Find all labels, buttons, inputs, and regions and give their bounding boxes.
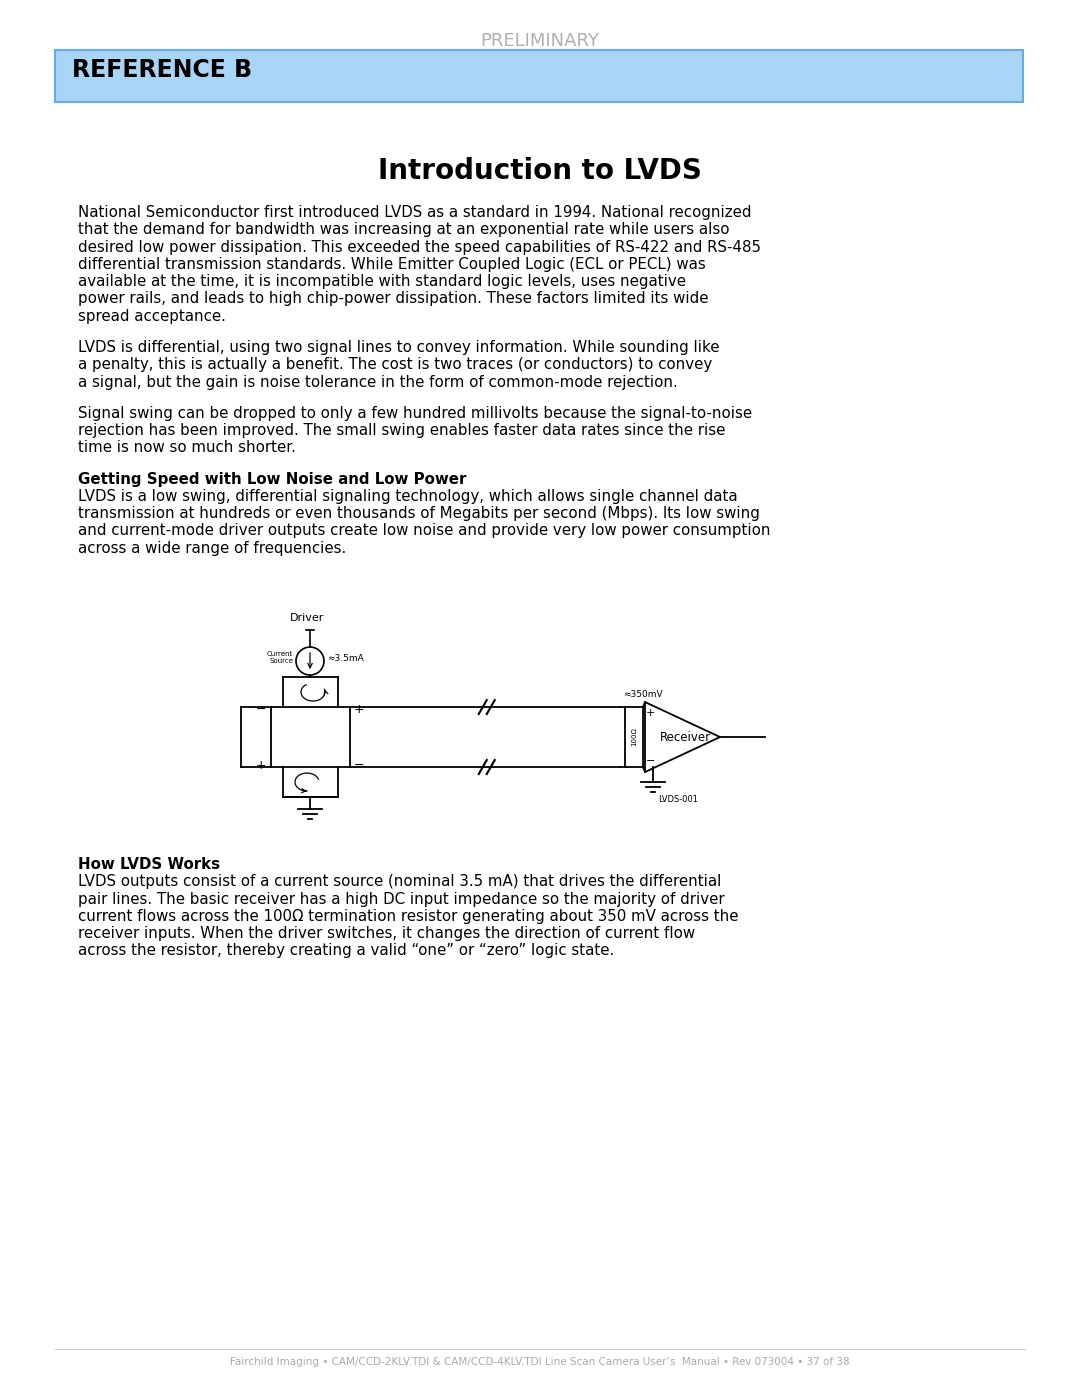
Text: LVDS is a low swing, differential signaling technology, which allows single chan: LVDS is a low swing, differential signal… xyxy=(78,489,738,504)
Text: +: + xyxy=(256,759,267,771)
Text: transmission at hundreds or even thousands of Megabits per second (Mbps). Its lo: transmission at hundreds or even thousan… xyxy=(78,506,760,521)
Text: a signal, but the gain is noise tolerance in the form of common-mode rejection.: a signal, but the gain is noise toleranc… xyxy=(78,374,678,390)
Text: −: − xyxy=(646,756,656,766)
Text: 100Ω: 100Ω xyxy=(631,728,637,746)
Text: Fairchild Imaging • CAM/CCD-2KLV.TDI & CAM/CCD-4KLV.TDI Line Scan Camera User’s : Fairchild Imaging • CAM/CCD-2KLV.TDI & C… xyxy=(230,1356,850,1368)
Text: LVDS outputs consist of a current source (nominal 3.5 mA) that drives the differ: LVDS outputs consist of a current source… xyxy=(78,875,721,890)
FancyBboxPatch shape xyxy=(55,50,1023,102)
Text: Getting Speed with Low Noise and Low Power: Getting Speed with Low Noise and Low Pow… xyxy=(78,472,467,486)
Text: +: + xyxy=(646,708,656,718)
Circle shape xyxy=(296,647,324,675)
Text: across the resistor, thereby creating a valid “one” or “zero” logic state.: across the resistor, thereby creating a … xyxy=(78,943,615,958)
Text: across a wide range of frequencies.: across a wide range of frequencies. xyxy=(78,541,347,556)
Text: available at the time, it is incompatible with standard logic levels, uses negat: available at the time, it is incompatibl… xyxy=(78,274,686,289)
Text: −: − xyxy=(353,759,364,771)
Text: rejection has been improved. The small swing enables faster data rates since the: rejection has been improved. The small s… xyxy=(78,423,726,439)
Text: Driver: Driver xyxy=(291,613,324,623)
Text: National Semiconductor first introduced LVDS as a standard in 1994. National rec: National Semiconductor first introduced … xyxy=(78,205,752,219)
Text: REFERENCE B: REFERENCE B xyxy=(72,59,252,82)
Text: differential transmission standards. While Emitter Coupled Logic (ECL or PECL) w: differential transmission standards. Whi… xyxy=(78,257,705,272)
Text: current flows across the 100Ω termination resistor generating about 350 mV acros: current flows across the 100Ω terminatio… xyxy=(78,909,739,923)
Text: Receiver: Receiver xyxy=(660,731,711,743)
Text: +: + xyxy=(353,703,364,715)
Text: How LVDS Works: How LVDS Works xyxy=(78,856,220,872)
Text: receiver inputs. When the driver switches, it changes the direction of current f: receiver inputs. When the driver switche… xyxy=(78,926,696,942)
Text: spread acceptance.: spread acceptance. xyxy=(78,309,226,324)
Text: LVDS-001: LVDS-001 xyxy=(658,795,698,805)
Text: and current-mode driver outputs create low noise and provide very low power cons: and current-mode driver outputs create l… xyxy=(78,524,770,538)
Text: pair lines. The basic receiver has a high DC input impedance so the majority of : pair lines. The basic receiver has a hig… xyxy=(78,891,725,907)
Text: Signal swing can be dropped to only a few hundred millivolts because the signal-: Signal swing can be dropped to only a fe… xyxy=(78,405,752,420)
Text: desired low power dissipation. This exceeded the speed capabilities of RS-422 an: desired low power dissipation. This exce… xyxy=(78,239,761,254)
Text: LVDS is differential, using two signal lines to convey information. While soundi: LVDS is differential, using two signal l… xyxy=(78,339,719,355)
Text: ≈350mV: ≈350mV xyxy=(623,690,663,698)
Text: PRELIMINARY: PRELIMINARY xyxy=(481,32,599,50)
Text: a penalty, this is actually a benefit. The cost is two traces (or conductors) to: a penalty, this is actually a benefit. T… xyxy=(78,358,712,372)
Text: ≈3.5mA: ≈3.5mA xyxy=(327,654,364,662)
Text: time is now so much shorter.: time is now so much shorter. xyxy=(78,440,296,455)
Text: Current
Source: Current Source xyxy=(267,651,293,664)
Text: power rails, and leads to high chip-power dissipation. These factors limited its: power rails, and leads to high chip-powe… xyxy=(78,292,708,306)
Text: that the demand for bandwidth was increasing at an exponential rate while users : that the demand for bandwidth was increa… xyxy=(78,222,729,237)
Text: Introduction to LVDS: Introduction to LVDS xyxy=(378,156,702,184)
Text: −: − xyxy=(256,703,267,715)
